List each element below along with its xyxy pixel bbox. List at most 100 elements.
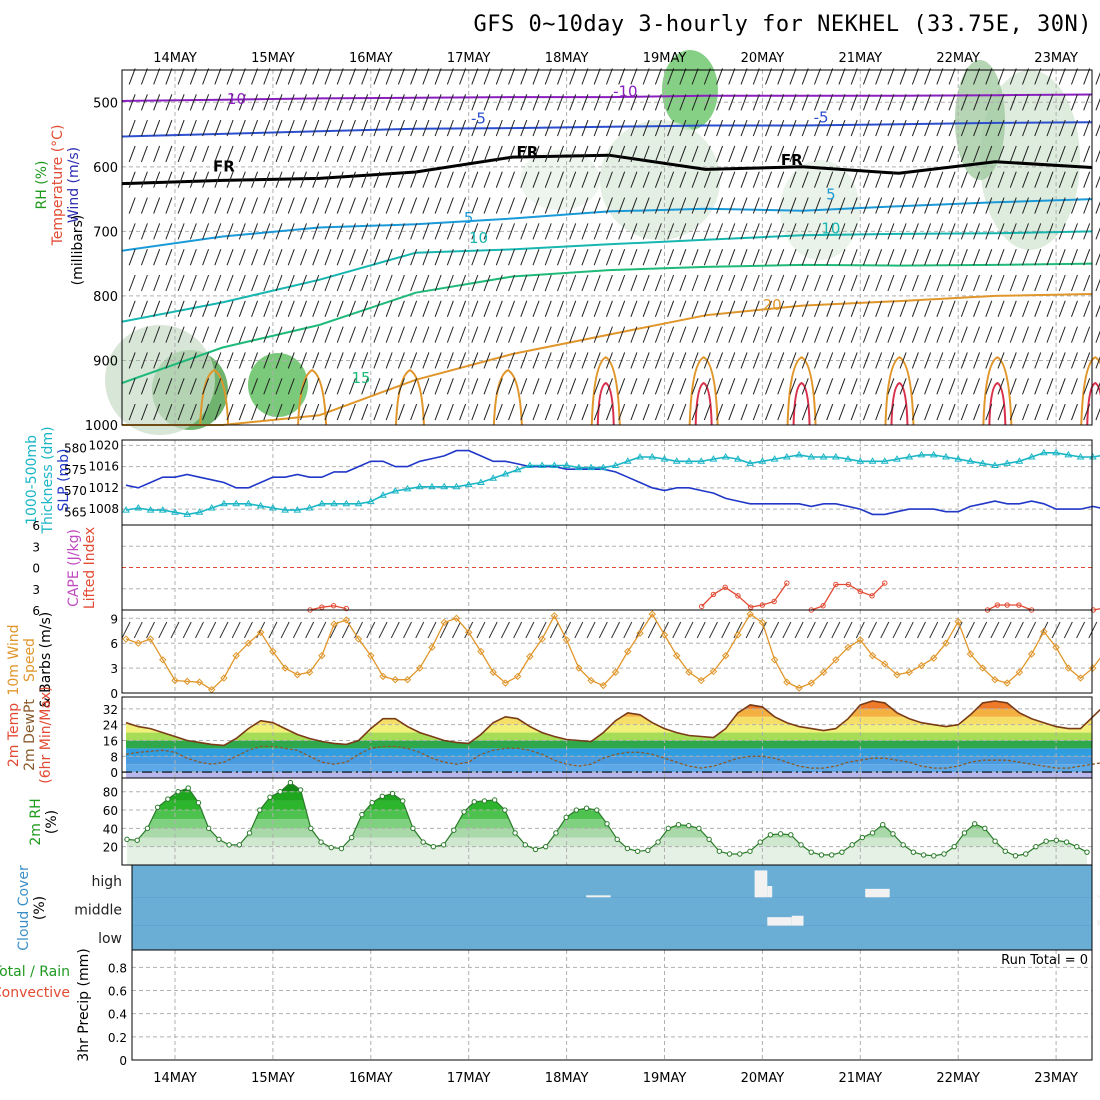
wind-barb — [214, 197, 222, 214]
wind-barb — [703, 403, 711, 421]
wind-barb — [716, 68, 724, 85]
wind-barb — [936, 352, 944, 369]
wind-barb — [165, 223, 173, 240]
rh-point — [471, 799, 477, 805]
wind-barb — [1058, 223, 1066, 240]
cloud-ylabel: Cloud Cover(%) — [16, 865, 48, 951]
wind-barb — [777, 94, 785, 111]
slp-ylabel-line: 1000-500mb — [24, 435, 40, 525]
wind-barb-10m — [452, 621, 461, 639]
rh-point — [461, 809, 467, 815]
thickness-marker — [550, 461, 559, 468]
wind-barb — [1022, 352, 1029, 369]
rh-ytick: 20 — [103, 841, 118, 855]
wind-barb — [251, 223, 259, 240]
wind-barb — [397, 249, 405, 266]
rh-point — [634, 848, 641, 854]
thickness-marker — [978, 459, 987, 466]
wind-barb — [801, 223, 809, 240]
wind-barb — [703, 94, 711, 111]
wind-speed-point — [330, 620, 338, 628]
wind-barb — [875, 326, 883, 343]
rh-point — [512, 830, 518, 836]
wind-barb — [520, 249, 528, 266]
wind-barb-10m — [390, 621, 400, 639]
cape-ytick: 3 — [32, 540, 40, 554]
wind-barb — [165, 94, 173, 111]
wind-barb — [544, 352, 552, 369]
wind-barb — [300, 94, 307, 111]
wind-barb — [716, 403, 724, 421]
wind-barb-10m — [195, 621, 204, 639]
wind-barb — [153, 68, 161, 85]
wind-barb — [642, 171, 650, 188]
wind-barb — [703, 171, 711, 188]
wind-barb — [605, 223, 613, 240]
wind-barb — [459, 274, 467, 292]
wind-barb — [1095, 227, 1100, 240]
rh-shade — [105, 325, 215, 435]
wind-barb — [1058, 94, 1066, 111]
wind-barb — [716, 352, 724, 369]
wind-barb — [605, 119, 613, 137]
lifted-index-point — [784, 580, 790, 586]
wind-barb — [300, 119, 307, 137]
contour-30-lobe — [1086, 381, 1100, 426]
wind-barb — [654, 119, 662, 137]
wind-barb-10m — [819, 621, 829, 639]
wind-barb — [593, 300, 601, 317]
wind-barb — [238, 378, 246, 395]
contour-label: -10 — [613, 82, 638, 100]
wind-barb — [202, 119, 210, 137]
slp-ytick: 1008 — [88, 502, 119, 516]
wind-barb — [495, 223, 503, 240]
wind-barb — [226, 223, 234, 240]
wind-barb — [202, 352, 210, 369]
wind-speed-point — [685, 668, 693, 676]
wind-barb — [385, 197, 393, 214]
wind-barb — [924, 274, 932, 292]
date-label-bottom: 22MAY — [936, 1071, 980, 1086]
wind-barb — [324, 119, 332, 137]
wind-barb — [911, 171, 919, 188]
wind-barb — [679, 145, 687, 163]
wind-barb — [789, 197, 797, 214]
thickness-marker — [1003, 459, 1012, 466]
wind-barb — [654, 145, 662, 163]
thickness-marker — [599, 463, 608, 471]
wind-barb — [336, 119, 344, 137]
rh-point — [369, 800, 375, 806]
thickness-marker — [440, 482, 449, 490]
wind-barb — [532, 326, 540, 343]
wind-barb — [569, 274, 577, 292]
wind-barb — [605, 171, 613, 188]
wind-barb — [630, 403, 638, 421]
wind-barb — [312, 352, 320, 369]
wind-barb — [605, 300, 613, 317]
wind-barb — [520, 197, 528, 214]
wind-barb-10m — [219, 621, 229, 639]
wind-barb — [263, 119, 271, 137]
wind-barb — [165, 300, 173, 317]
wind-barb — [238, 171, 246, 188]
wind-barb — [300, 326, 307, 343]
wind-barb — [667, 378, 675, 395]
wind-barb-10m — [647, 621, 657, 639]
wind-barb — [483, 197, 491, 214]
wind-barb — [789, 378, 797, 395]
lifted-index-point — [747, 604, 754, 610]
wind-barb — [324, 249, 332, 266]
wind-speed-point — [721, 651, 730, 660]
contour-25-lobe — [688, 356, 719, 426]
wind-barb-10m — [231, 621, 241, 639]
wind-barb — [1058, 352, 1066, 369]
wind-barb — [300, 171, 307, 188]
wind-barb-10m — [1002, 621, 1012, 639]
wind-barb — [202, 378, 210, 395]
wind-barb-10m — [280, 621, 290, 639]
wind-barb — [814, 378, 821, 395]
wind-barb — [410, 274, 418, 292]
upper-air-ylabel-line: Wind (m/s) — [66, 147, 82, 223]
wind-barb — [1083, 68, 1091, 85]
wind-barb — [434, 94, 442, 111]
